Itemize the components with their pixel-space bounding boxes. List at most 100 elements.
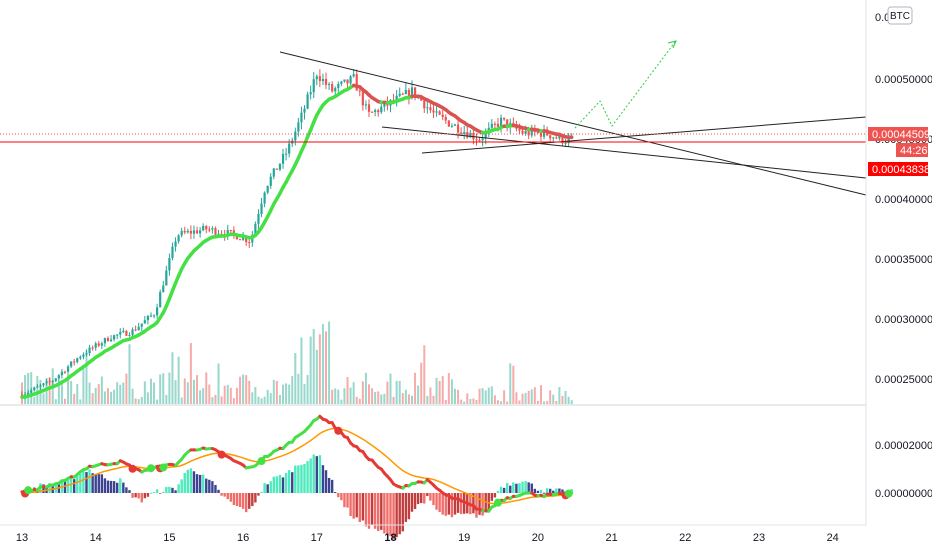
volume-bar (285, 383, 288, 404)
candle-body (367, 104, 371, 112)
histogram-bar (330, 479, 334, 493)
histogram-bar (355, 493, 358, 518)
candle-body (521, 130, 524, 134)
candle-body (122, 330, 125, 332)
histogram-bar (85, 472, 88, 493)
volume-bar (389, 373, 392, 404)
date-tick-label: 18 (384, 532, 396, 544)
histogram-bar (334, 492, 337, 494)
volume-bar (254, 386, 257, 404)
histogram-bar (518, 483, 521, 493)
volume-bar (564, 390, 567, 404)
candle-body (349, 76, 352, 84)
volume-bar (549, 390, 552, 404)
candle-body (27, 392, 30, 395)
candle-body (177, 235, 180, 242)
candle-body (530, 128, 533, 136)
histogram-bar (548, 488, 552, 493)
histogram-bar (183, 473, 186, 493)
candle-body (327, 84, 331, 86)
candle-body (324, 79, 328, 85)
volume-bar (79, 399, 82, 404)
volume-bar (503, 390, 506, 404)
histogram-bar (214, 484, 217, 493)
volume-bar (530, 389, 533, 404)
histogram-bar (208, 479, 211, 493)
histogram-bar (530, 483, 533, 493)
histogram-bar (48, 483, 51, 493)
histogram-bar (441, 493, 444, 515)
histogram-bar (180, 479, 183, 493)
candle-body (106, 338, 110, 342)
volume-bar (315, 349, 318, 404)
volume-bar (156, 399, 159, 404)
volume-bar (426, 395, 429, 404)
volume-bar (515, 392, 518, 404)
histogram-bar (404, 493, 408, 522)
candle-body (481, 138, 484, 141)
candle-body (555, 137, 558, 139)
volume-bar (67, 372, 70, 404)
volume-bar (309, 336, 312, 404)
projected-path (574, 41, 676, 129)
volume-bar (374, 392, 377, 404)
volume-bar (349, 387, 352, 404)
histogram-bar (309, 458, 312, 493)
histogram-bar (512, 482, 515, 493)
volume-bar (211, 397, 214, 404)
histogram-bar (60, 479, 64, 493)
candle-body (60, 371, 64, 376)
histogram-bar (220, 493, 223, 496)
candle-body (358, 90, 361, 92)
histogram-bar (294, 465, 297, 493)
volume-bar (337, 389, 340, 404)
histogram-bar (352, 493, 355, 519)
volume-bar (420, 362, 423, 404)
candle-body (128, 334, 131, 336)
candle-body (159, 292, 162, 308)
histogram-bar (343, 493, 346, 508)
candle-body (63, 371, 67, 373)
volume-bar (60, 380, 63, 404)
histogram-bar (198, 474, 202, 493)
histogram-bar (444, 493, 447, 516)
histogram-bar (300, 464, 303, 493)
candle-body (552, 137, 555, 139)
histogram-bar (244, 493, 248, 513)
volume-bar (171, 352, 174, 404)
price-tick-label: 0.00030000 (875, 314, 932, 326)
candle-body (88, 347, 91, 354)
volume-bar (552, 394, 555, 404)
candle-body (383, 102, 386, 107)
candle-body (226, 230, 229, 237)
histogram-bar (125, 487, 128, 493)
candle-body (484, 131, 487, 139)
candle-body (413, 87, 417, 97)
candle-body (456, 124, 460, 133)
candle-body (503, 117, 506, 120)
volume-bar (116, 382, 119, 404)
date-tick-label: 24 (827, 532, 839, 544)
histogram-bar (303, 463, 306, 493)
candle-body (404, 89, 407, 95)
volume-histogram (21, 321, 573, 404)
cross-dot (146, 464, 155, 473)
volume-bar (196, 375, 199, 404)
volume-bar (229, 387, 232, 404)
candle-body (245, 237, 248, 243)
trendlines[interactable] (279, 40, 867, 196)
volume-bar (205, 372, 208, 404)
candle-body (278, 163, 282, 170)
volume-bar (232, 398, 235, 404)
date-tick-label: 15 (163, 532, 175, 544)
date-tick-label: 14 (90, 532, 102, 544)
histogram-bar (346, 493, 349, 508)
candle-body (331, 84, 334, 92)
histogram-bar (109, 480, 113, 493)
histogram-bar (281, 477, 285, 493)
volume-bar (321, 324, 324, 404)
volume-bar (398, 380, 401, 404)
histogram-bar (420, 493, 423, 504)
